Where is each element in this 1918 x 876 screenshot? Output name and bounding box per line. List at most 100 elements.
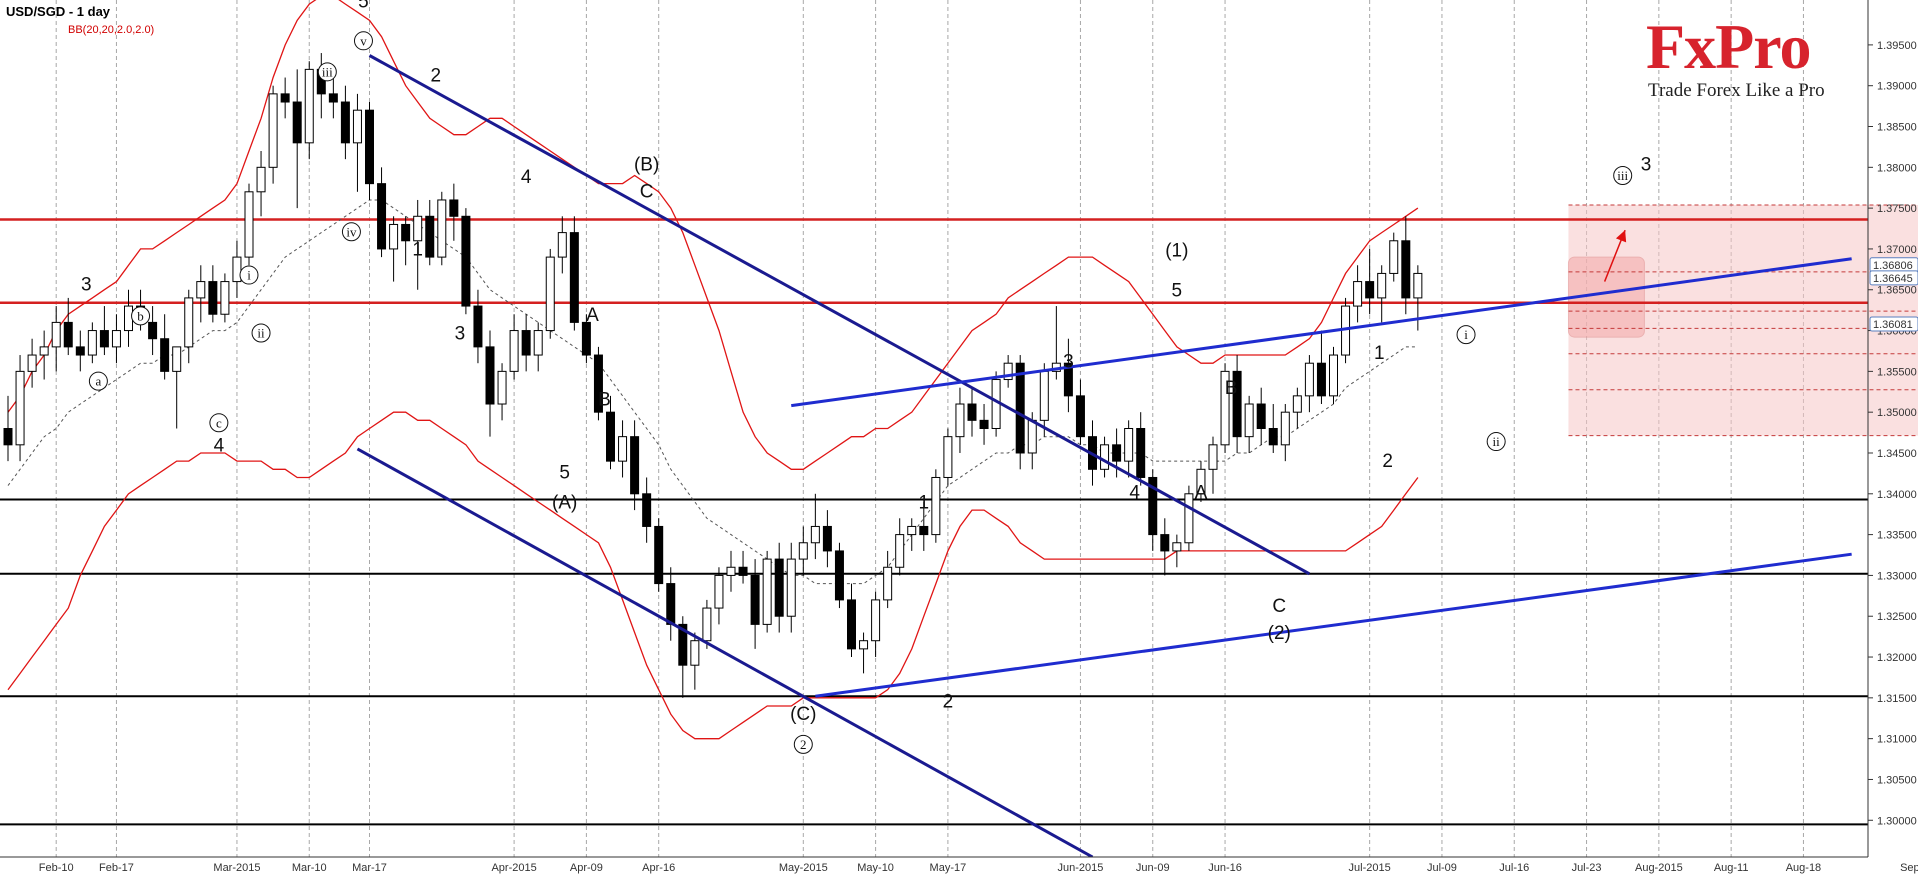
candle — [521, 314, 531, 372]
wave-label: 4 — [521, 167, 532, 188]
candle-body — [955, 403, 965, 438]
candle — [184, 289, 194, 364]
candle — [3, 395, 13, 462]
x-tick-label: Jul-09 — [1427, 862, 1457, 874]
candle — [1184, 485, 1194, 551]
circled-wave-label: iii — [317, 62, 337, 82]
wave-label: 4 — [214, 435, 225, 456]
wave-circle — [793, 734, 813, 754]
candle — [63, 297, 73, 356]
y-tick-label: 1.39000 — [1877, 81, 1917, 93]
candle-body — [1353, 281, 1363, 307]
candle — [1003, 355, 1013, 388]
candle-body — [340, 101, 350, 144]
candle — [895, 518, 905, 576]
candle — [1353, 265, 1363, 323]
candle-body — [642, 493, 652, 527]
candle — [557, 216, 567, 274]
candle-body — [1268, 428, 1278, 446]
candle-body — [473, 305, 483, 348]
wave-label: 3 — [1641, 155, 1652, 176]
candle-body — [39, 346, 49, 356]
circled-wave-label: a — [88, 371, 108, 391]
candle — [1304, 355, 1314, 413]
candle — [340, 85, 350, 160]
candle — [919, 501, 929, 551]
candle-body — [943, 436, 953, 478]
wave-label: 3 — [455, 324, 466, 345]
candle-body — [485, 346, 495, 405]
candle — [1244, 395, 1254, 453]
y-tick-label: 1.36500 — [1877, 285, 1917, 297]
y-tick-label: 1.31000 — [1877, 734, 1917, 746]
wave-circle — [251, 323, 271, 343]
candle — [1377, 265, 1387, 323]
candle-body — [389, 223, 399, 250]
candle-body — [581, 321, 591, 356]
candle-body — [1377, 272, 1387, 299]
candle — [810, 493, 820, 560]
candle — [967, 387, 977, 437]
candle-body — [979, 419, 989, 430]
wave-circle — [353, 31, 373, 51]
candle-body — [714, 574, 724, 609]
candle — [1316, 330, 1326, 405]
candle-body — [1244, 403, 1254, 438]
candle-body — [461, 215, 471, 307]
candle — [955, 387, 965, 453]
trend-line — [815, 552, 1852, 698]
y-tick-label: 1.39500 — [1877, 40, 1917, 52]
candle-body — [750, 574, 760, 625]
candle-body — [509, 330, 519, 372]
wave-label: 2 — [943, 692, 954, 713]
candle — [907, 518, 917, 551]
candle-body — [365, 109, 374, 185]
wave-circle-text: a — [95, 374, 101, 389]
wave-circle-text: i — [1464, 327, 1468, 342]
candle — [1401, 216, 1411, 315]
candle — [148, 306, 158, 356]
circled-wave-label: v — [353, 31, 373, 51]
price-tag-box — [1869, 270, 1918, 286]
indicator-label: BB(20,20,2.0,2.0) — [68, 24, 154, 36]
candle-body — [1112, 444, 1122, 462]
candle-body — [27, 354, 37, 372]
wave-circle-text: v — [360, 33, 367, 48]
fib-retracement: 0.0%(1.37539)23.6%(1.36719)38.2%(1.36238… — [1567, 204, 1918, 437]
circled-wave-label: iii — [1613, 165, 1633, 185]
candle — [437, 191, 447, 266]
wave-circle — [341, 222, 361, 242]
candle-body — [328, 93, 338, 103]
candle-body — [304, 68, 314, 144]
x-tick-label: Apr-09 — [570, 862, 603, 874]
candle — [883, 550, 893, 609]
wave-circle-text: iv — [346, 224, 357, 239]
y-tick-label: 1.32500 — [1877, 611, 1917, 623]
candle-body — [1292, 395, 1302, 413]
candle-body — [726, 566, 736, 576]
candle — [834, 542, 844, 609]
x-tick-label: Jun-16 — [1208, 862, 1242, 874]
wave-label: C — [1272, 596, 1286, 617]
candle-body — [124, 305, 133, 332]
candle-body — [907, 525, 917, 536]
candle-body — [1075, 395, 1085, 438]
candle — [642, 477, 652, 543]
wave-label: (2) — [1268, 623, 1291, 644]
circled-wave-label: b — [131, 306, 151, 326]
trend-lines — [356, 54, 1852, 857]
candle — [931, 469, 941, 543]
wave-label: 4 — [1129, 483, 1140, 504]
candle-body — [172, 346, 182, 372]
wave-label: 5 — [559, 462, 570, 483]
candle — [1112, 428, 1122, 478]
candle-body — [268, 93, 278, 168]
fxpro-logo: FxPro Trade Forex Like a Pro — [1646, 11, 1825, 101]
x-tick-label: Aug-18 — [1786, 862, 1821, 874]
bollinger-middle — [7, 199, 1418, 585]
wave-label: 1 — [1374, 343, 1385, 364]
candle-body — [1280, 411, 1290, 446]
candle-body — [798, 542, 808, 560]
circled-wave-label: ii — [251, 323, 271, 343]
